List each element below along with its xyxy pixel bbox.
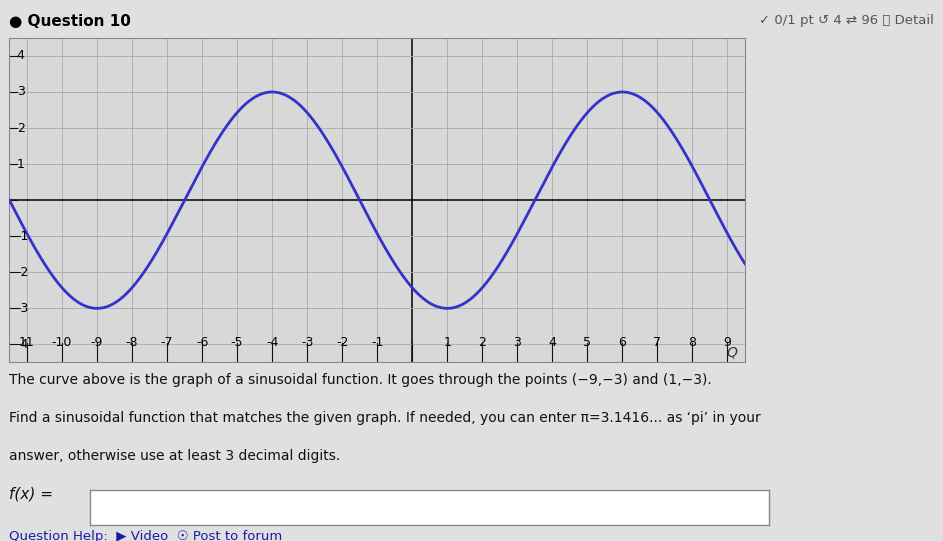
Text: -5: -5	[231, 337, 243, 349]
Text: 2: 2	[478, 337, 487, 349]
Text: 5: 5	[584, 337, 591, 349]
Text: 4: 4	[549, 337, 556, 349]
Text: -3: -3	[301, 337, 313, 349]
Text: ✓ 0/1 pt ↺ 4 ⇄ 96 ⓘ Detail: ✓ 0/1 pt ↺ 4 ⇄ 96 ⓘ Detail	[759, 14, 934, 27]
Text: -4: -4	[17, 338, 29, 351]
Text: -1: -1	[371, 337, 384, 349]
Text: 3: 3	[513, 337, 521, 349]
Text: -2: -2	[17, 266, 29, 279]
Text: 1: 1	[443, 337, 451, 349]
Text: -10: -10	[52, 337, 73, 349]
Text: 11: 11	[19, 337, 35, 349]
Text: -4: -4	[266, 337, 278, 349]
Text: -1: -1	[17, 230, 29, 243]
Text: 6: 6	[619, 337, 626, 349]
Text: 8: 8	[688, 337, 697, 349]
Text: -7: -7	[161, 337, 174, 349]
Text: answer, otherwise use at least 3 decimal digits.: answer, otherwise use at least 3 decimal…	[9, 449, 340, 463]
Text: 2: 2	[17, 122, 25, 135]
Text: 3: 3	[17, 85, 25, 98]
Text: -6: -6	[196, 337, 208, 349]
Text: Question Help:  ▶ Video  ☉ Post to forum: Question Help: ▶ Video ☉ Post to forum	[9, 530, 283, 541]
Text: 4: 4	[17, 49, 25, 62]
Text: f(x) =: f(x) =	[9, 487, 54, 502]
Text: -3: -3	[17, 302, 29, 315]
Text: Find a sinusoidal function that matches the given graph. If needed, you can ente: Find a sinusoidal function that matches …	[9, 411, 761, 425]
Text: -9: -9	[91, 337, 103, 349]
Text: -2: -2	[336, 337, 348, 349]
Text: 1: 1	[17, 157, 25, 170]
Text: -8: -8	[125, 337, 139, 349]
Text: 9: 9	[723, 337, 732, 349]
Text: ● Question 10: ● Question 10	[9, 14, 131, 29]
Text: 7: 7	[653, 337, 661, 349]
Text: The curve above is the graph of a sinusoidal function. It goes through the point: The curve above is the graph of a sinuso…	[9, 373, 712, 387]
Text: Q: Q	[727, 345, 737, 359]
